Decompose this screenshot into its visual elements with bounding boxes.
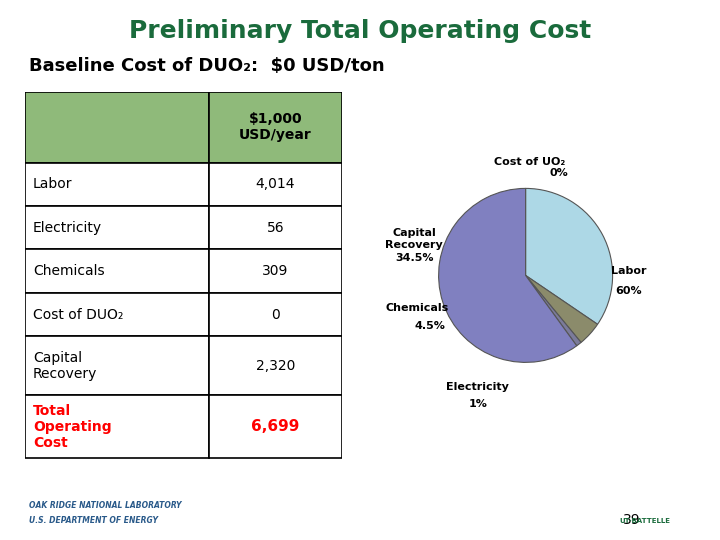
Bar [209, 92, 342, 163]
Text: $1,000
USD/year: $1,000 USD/year [239, 112, 312, 143]
Text: 0%: 0% [549, 168, 568, 178]
Text: Electricity: Electricity [33, 221, 102, 235]
Wedge shape [526, 275, 598, 342]
Wedge shape [526, 275, 581, 346]
Bar [209, 293, 342, 336]
Bar [25, 249, 209, 293]
Text: 39: 39 [623, 512, 640, 526]
Wedge shape [438, 188, 577, 362]
Bar [25, 395, 209, 458]
Text: Cost of UO₂: Cost of UO₂ [495, 157, 566, 167]
Bar [25, 206, 209, 249]
Text: Chemicals: Chemicals [33, 264, 104, 278]
Text: Total
Operating
Cost: Total Operating Cost [33, 404, 112, 450]
Text: Labor: Labor [33, 178, 73, 192]
Text: Labor: Labor [611, 266, 646, 276]
Text: OAK RIDGE NATIONAL LABORATORY: OAK RIDGE NATIONAL LABORATORY [29, 501, 181, 510]
Text: Capital
Recovery: Capital Recovery [385, 228, 443, 249]
Text: 2,320: 2,320 [256, 359, 295, 373]
Text: Electricity: Electricity [446, 382, 509, 392]
Text: 309: 309 [262, 264, 289, 278]
Bar [209, 249, 342, 293]
Text: 4.5%: 4.5% [415, 321, 446, 331]
Text: 0: 0 [271, 307, 280, 321]
Bar [25, 163, 209, 206]
Text: Baseline Cost of DUO₂:  $0 USD/ton: Baseline Cost of DUO₂: $0 USD/ton [29, 57, 384, 75]
Text: UT-BATTELLE: UT-BATTELLE [619, 518, 670, 524]
Text: Capital
Recovery: Capital Recovery [33, 350, 97, 381]
Bar [209, 336, 342, 395]
Text: Chemicals: Chemicals [385, 303, 449, 313]
Text: 56: 56 [266, 221, 284, 235]
Bar [209, 163, 342, 206]
Text: U.S. DEPARTMENT OF ENERGY: U.S. DEPARTMENT OF ENERGY [29, 516, 158, 525]
Bar [25, 92, 209, 163]
Text: Preliminary Total Operating Cost: Preliminary Total Operating Cost [129, 19, 591, 43]
Text: 4,014: 4,014 [256, 178, 295, 192]
Text: 1%: 1% [468, 399, 487, 409]
Text: 34.5%: 34.5% [395, 253, 433, 263]
Bar [25, 293, 209, 336]
Bar [209, 395, 342, 458]
Text: 6,699: 6,699 [251, 420, 300, 434]
Text: 60%: 60% [615, 286, 642, 296]
Bar [209, 206, 342, 249]
Wedge shape [526, 188, 613, 325]
Text: Cost of DUO₂: Cost of DUO₂ [33, 307, 124, 321]
Bar [25, 336, 209, 395]
